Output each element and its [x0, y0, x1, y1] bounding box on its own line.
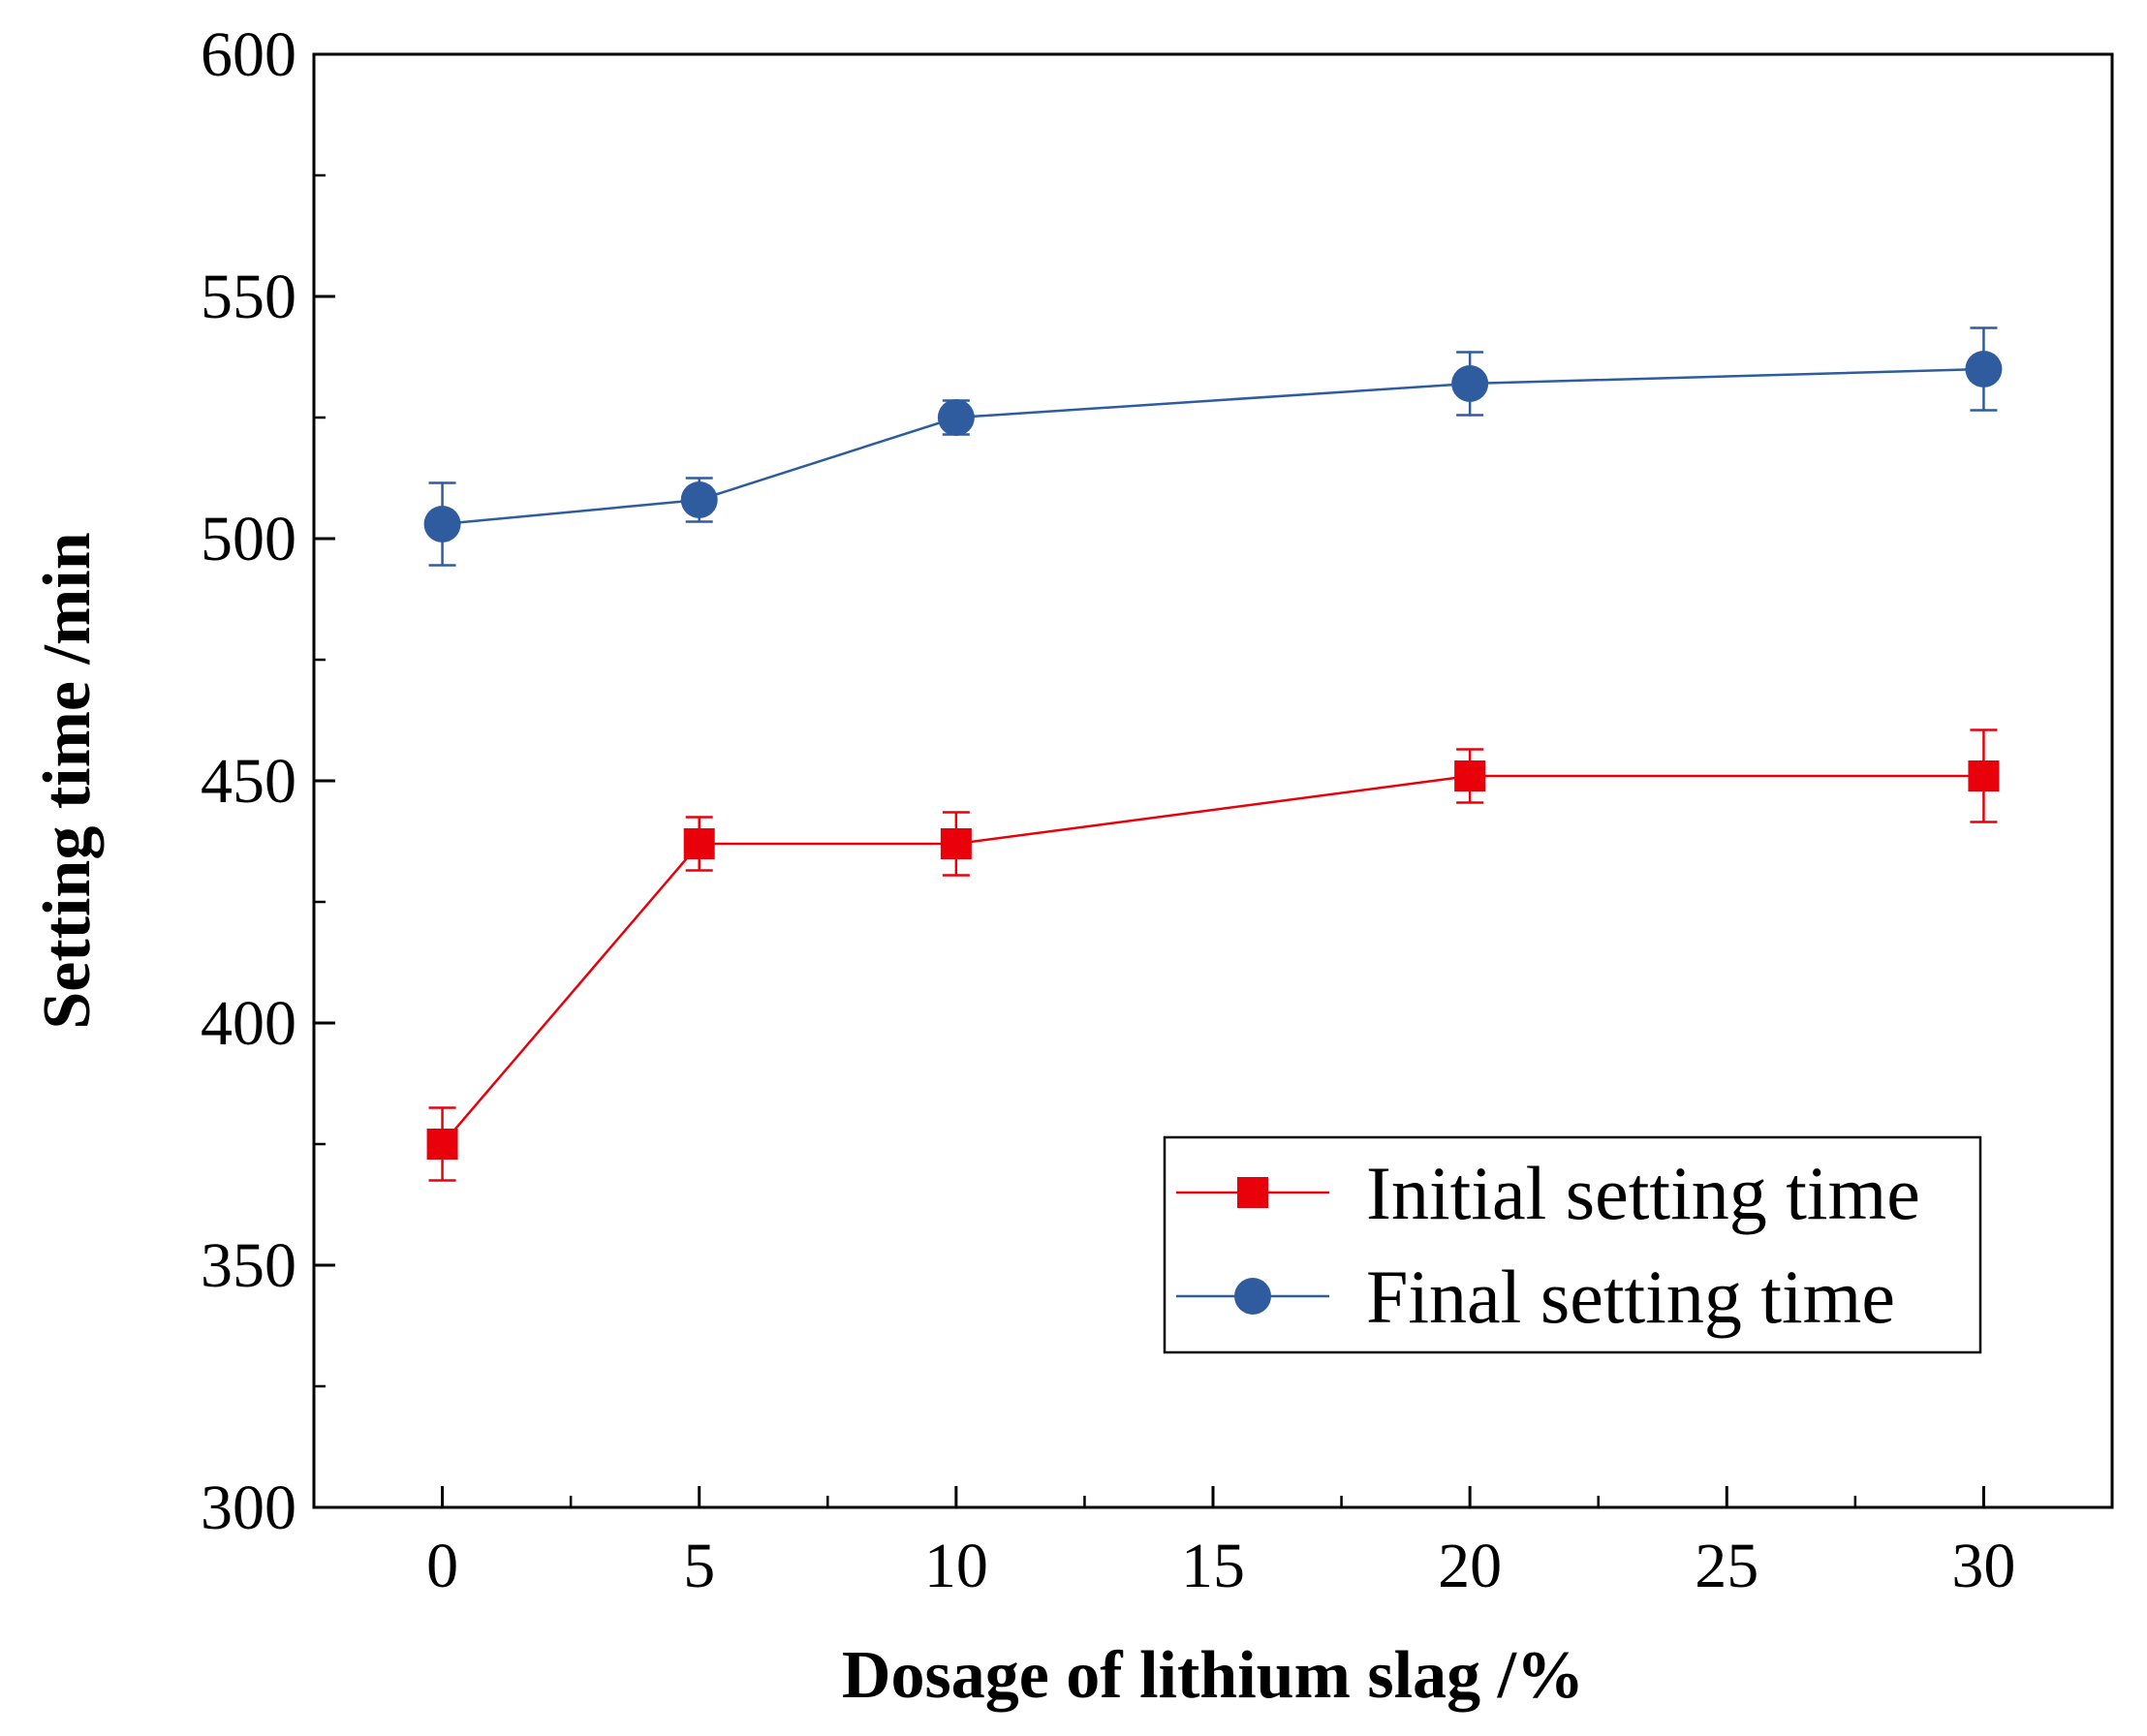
legend: Initial setting time Final setting time [1163, 1135, 1982, 1354]
legend-marker-initial [1237, 1177, 1268, 1208]
x-tick-label: 0 [426, 1531, 458, 1601]
y-tick-label: 400 [201, 988, 296, 1059]
x-axis-ticks: 0 5 10 15 20 25 30 [426, 1486, 2015, 1601]
data-point-circle [1965, 351, 2003, 388]
series-line [442, 367, 1984, 526]
legend-marker-final [1234, 1278, 1271, 1315]
data-point-circle [1451, 365, 1489, 402]
series-line [441, 774, 1984, 1145]
y-axis-ticks: 300 350 400 450 500 550 600 [201, 19, 335, 1543]
series-final-setting-time [423, 326, 2003, 567]
data-point-circle [680, 481, 718, 518]
y-tick-label: 550 [201, 262, 296, 332]
y-tick-label: 450 [201, 746, 296, 817]
data-point-circle [423, 506, 461, 542]
data-point-square [1968, 760, 2000, 791]
data-point-circle [937, 399, 975, 436]
series-layer [423, 326, 2003, 1182]
y-tick-label: 600 [201, 19, 296, 90]
y-tick-label: 300 [201, 1472, 296, 1543]
legend-box [1163, 1135, 1982, 1354]
x-tick-label: 25 [1695, 1531, 1758, 1601]
x-tick-label: 15 [1181, 1531, 1245, 1601]
data-point-square [940, 828, 972, 859]
series-initial-setting-time [426, 728, 2000, 1182]
x-tick-label: 20 [1438, 1531, 1502, 1601]
y-axis-title: Setting time /min [30, 532, 105, 1029]
x-axis-title: Dosage of lithium slag /% [842, 1638, 1584, 1713]
x-tick-label: 10 [924, 1531, 988, 1601]
data-point-square [1454, 760, 1486, 791]
data-point-square [683, 828, 715, 859]
data-point-square [426, 1129, 458, 1160]
x-tick-label: 30 [1951, 1531, 2015, 1601]
x-tick-label: 5 [683, 1531, 715, 1601]
y-tick-label: 500 [201, 504, 296, 574]
legend-label-initial: Initial setting time [1366, 1151, 1920, 1235]
y-tick-label: 350 [201, 1230, 296, 1301]
legend-label-final: Final setting time [1366, 1255, 1895, 1339]
